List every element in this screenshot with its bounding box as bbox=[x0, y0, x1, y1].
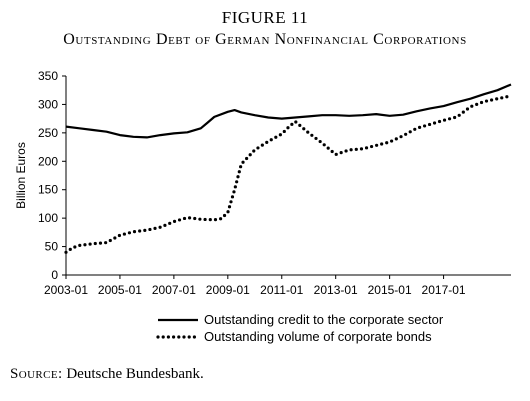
legend-label-2: Outstanding volume of corporate bonds bbox=[204, 329, 432, 344]
series-line-2 bbox=[64, 94, 513, 254]
x-tick-label: 2005-01 bbox=[98, 283, 142, 297]
series-line-1 bbox=[65, 83, 512, 139]
y-tick-label: 50 bbox=[45, 240, 59, 254]
y-tick-label: 350 bbox=[38, 69, 58, 83]
legend-label-1: Outstanding credit to the corporate sect… bbox=[204, 312, 444, 327]
chart-series bbox=[64, 83, 513, 254]
chart-axes: 0 50 100 150 200 250 300 350 2003-01 2005-01 2007-… bbox=[14, 69, 511, 297]
source-note: Source: Deutsche Bundesbank. bbox=[10, 366, 204, 383]
source-text: Deutsche Bundesbank. bbox=[66, 366, 204, 382]
x-tick-label: 2007-01 bbox=[152, 283, 196, 297]
y-axis-label: Billion Euros bbox=[14, 142, 28, 209]
x-tick-label: 2017-01 bbox=[422, 283, 466, 297]
y-tick-label: 200 bbox=[38, 154, 58, 168]
x-tick-label: 2009-01 bbox=[206, 283, 250, 297]
x-tick-label: 2003-01 bbox=[44, 283, 88, 297]
chart-legend: Outstanding credit to the corporate sect… bbox=[156, 312, 444, 344]
x-tick-label: 2013-01 bbox=[314, 283, 358, 297]
x-tick-label: 2015-01 bbox=[368, 283, 412, 297]
line-chart: 0 50 100 150 200 250 300 350 2003-01 2005-01 2007-… bbox=[14, 69, 513, 344]
y-tick-label: 150 bbox=[38, 183, 58, 197]
figure-title: Outstanding Debt of German Nonfinancial … bbox=[63, 31, 467, 48]
x-tick-label: 2011-01 bbox=[260, 283, 303, 297]
y-tick-label: 250 bbox=[38, 126, 58, 140]
y-tick-label: 100 bbox=[38, 211, 58, 225]
figure-label: FIGURE 11 bbox=[221, 8, 309, 27]
y-tick-label: 0 bbox=[51, 268, 58, 282]
source-label: Source: bbox=[10, 366, 63, 382]
y-tick-label: 300 bbox=[38, 97, 58, 111]
